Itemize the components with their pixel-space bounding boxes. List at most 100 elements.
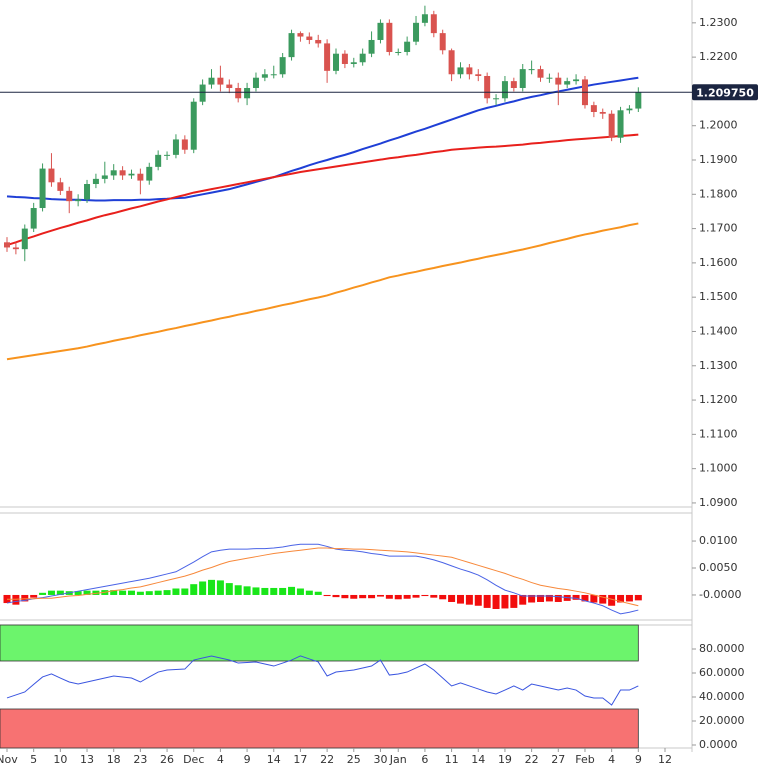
- histogram-bar: [332, 594, 340, 598]
- histogram-bar: [181, 588, 189, 595]
- y-tick-label: 1.2300: [699, 16, 738, 29]
- x-tick-label: 14: [267, 753, 281, 766]
- y-tick-label: 1.1800: [699, 187, 738, 200]
- candle-body: [315, 39, 322, 44]
- candle-body: [164, 154, 171, 156]
- histogram-bar: [74, 591, 82, 595]
- x-tick-label: Feb: [575, 753, 594, 766]
- histogram-bar: [465, 594, 473, 605]
- candle-body: [190, 101, 197, 150]
- histogram-bar: [243, 586, 251, 595]
- x-tick-label: 5: [30, 753, 37, 766]
- candle-body: [341, 53, 348, 64]
- x-tick-label: 22: [320, 753, 334, 766]
- y-tick-label: 1.1900: [699, 153, 738, 166]
- histogram-bar: [136, 591, 144, 595]
- histogram-bar: [412, 594, 420, 598]
- histogram-bar: [216, 580, 224, 595]
- candle-body: [386, 22, 393, 52]
- candle-body: [155, 154, 162, 167]
- candle-body: [475, 74, 482, 76]
- histogram-bar: [581, 594, 589, 602]
- candle-body: [617, 110, 624, 138]
- histogram-bar: [225, 583, 233, 595]
- x-tick-label: 18: [107, 753, 121, 766]
- candle-body: [48, 168, 55, 183]
- candle-body: [4, 242, 10, 248]
- histogram-bar: [376, 594, 384, 597]
- candle-body: [306, 36, 313, 40]
- histogram-bar: [590, 594, 598, 603]
- y-tick-label: 1.1600: [699, 256, 738, 269]
- x-tick-label: 6: [421, 753, 428, 766]
- candle-body: [244, 87, 251, 99]
- candle-body: [128, 173, 135, 176]
- candle-body: [279, 57, 286, 75]
- moving-average: [6, 222, 639, 361]
- histogram-bar: [501, 594, 509, 609]
- candle-body: [439, 33, 446, 51]
- candle-body: [252, 77, 259, 88]
- candle-body: [235, 87, 242, 99]
- candle-body: [430, 14, 437, 34]
- candle-body: [501, 81, 508, 99]
- histogram-bar: [474, 594, 482, 606]
- histogram-bar: [483, 594, 491, 608]
- x-tick-label: 14: [471, 753, 485, 766]
- candle-body: [119, 170, 126, 176]
- rsi-zone: [0, 708, 639, 749]
- histogram-bar: [119, 590, 127, 595]
- histogram-bar: [545, 594, 553, 602]
- last-price-label: 1.209750: [696, 86, 754, 99]
- candle-body: [333, 53, 339, 71]
- x-tick-label: 13: [80, 753, 94, 766]
- histogram-bar: [617, 594, 625, 603]
- macd-line: [7, 547, 639, 607]
- candle-body: [12, 247, 19, 250]
- histogram-bar: [190, 584, 198, 595]
- x-tick-label: 30: [373, 753, 387, 766]
- candle-body: [110, 170, 117, 176]
- y-tick-label: 1.1500: [699, 290, 738, 303]
- y-tick-label: -0.0000: [699, 588, 741, 601]
- candle-body: [270, 74, 277, 76]
- y-tick-label: 0.0100: [699, 534, 738, 547]
- y-tick-label: 1.0900: [699, 496, 738, 509]
- histogram-bar: [234, 585, 242, 595]
- candle-body: [75, 199, 82, 202]
- candle-body: [528, 69, 535, 71]
- candle-body: [635, 92, 642, 109]
- candle-body: [137, 173, 144, 181]
- x-tick-label: 4: [608, 753, 615, 766]
- candle-body: [199, 84, 206, 102]
- histogram-bar: [296, 588, 304, 595]
- histogram-bar: [554, 594, 562, 602]
- candle-body: [564, 81, 571, 85]
- histogram-bar: [599, 594, 607, 604]
- last-price-box: [692, 84, 758, 101]
- candle-body: [413, 22, 420, 42]
- histogram-bar: [163, 590, 171, 595]
- histogram-bar: [39, 592, 47, 595]
- candle-body: [626, 108, 633, 111]
- candle-body: [395, 51, 402, 53]
- candle-body: [172, 139, 179, 155]
- histogram-bar: [528, 594, 536, 603]
- histogram-bar: [12, 594, 20, 605]
- histogram-bar: [110, 590, 118, 595]
- candle-body: [421, 14, 428, 23]
- x-tick-label: 9: [244, 753, 251, 766]
- histogram-bar: [394, 594, 402, 600]
- candle-body: [66, 190, 73, 202]
- candle-body: [30, 208, 37, 229]
- x-tick-label: 11: [445, 753, 459, 766]
- histogram-bar: [572, 594, 580, 600]
- histogram-bar: [92, 590, 100, 595]
- candle-body: [181, 139, 188, 150]
- x-tick-label: 25: [347, 753, 361, 766]
- candle-body: [608, 113, 615, 138]
- histogram-bar: [172, 588, 180, 595]
- moving-average: [6, 76, 639, 202]
- candle-body: [368, 39, 375, 54]
